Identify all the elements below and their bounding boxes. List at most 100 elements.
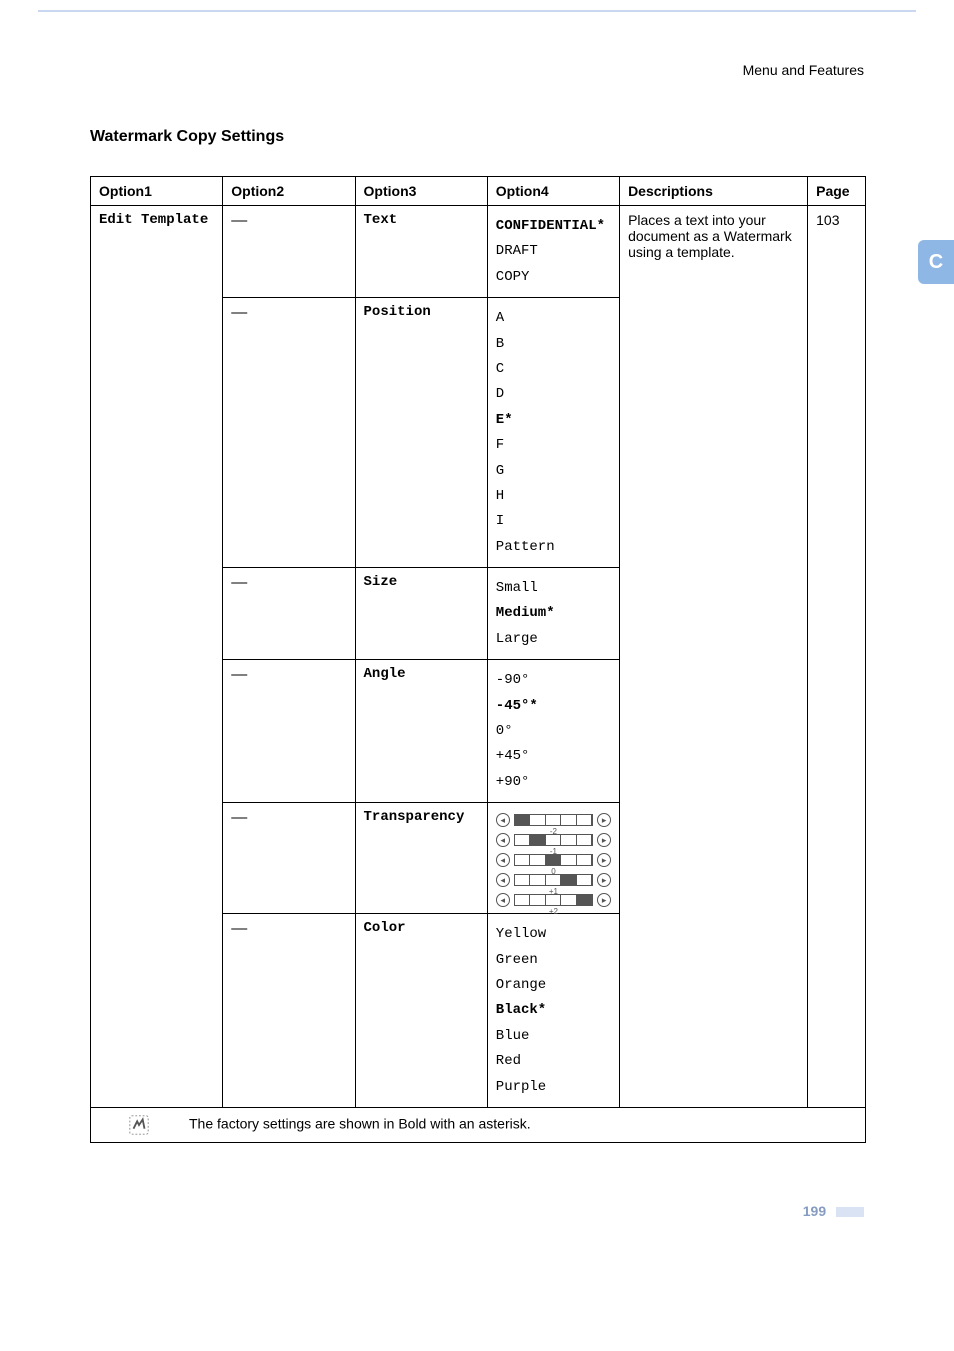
option4-cell: ◂-2▸◂-1▸◂0▸◂+1▸◂+2▸ bbox=[487, 803, 619, 914]
option4-value: 0° bbox=[496, 720, 611, 742]
option4-value: Pattern bbox=[496, 536, 611, 558]
bar-seg bbox=[577, 875, 592, 885]
option4-value: -45°* bbox=[496, 695, 611, 717]
bar-seg bbox=[546, 875, 561, 885]
option4-value: B bbox=[496, 333, 611, 355]
right-arrow-icon: ▸ bbox=[597, 813, 611, 827]
header-page: Page bbox=[808, 177, 866, 206]
transparency-bar: +1 bbox=[514, 874, 593, 886]
option4-value: E* bbox=[496, 409, 611, 431]
option3-cell: Position bbox=[355, 298, 487, 568]
option4-value: C bbox=[496, 358, 611, 380]
option2-cell: — bbox=[223, 803, 355, 914]
bar-seg bbox=[546, 815, 561, 825]
option4-value: Blue bbox=[496, 1025, 611, 1047]
bar-seg bbox=[577, 895, 592, 905]
bar-seg bbox=[530, 875, 545, 885]
transparency-level: ◂+1▸ bbox=[496, 873, 611, 887]
table-header-row: Option1 Option2 Option3 Option4 Descript… bbox=[91, 177, 866, 206]
dash-icon: — bbox=[231, 574, 247, 591]
option4-value: Green bbox=[496, 949, 611, 971]
right-arrow-icon: ▸ bbox=[597, 833, 611, 847]
option2-cell: — bbox=[223, 298, 355, 568]
left-arrow-icon: ◂ bbox=[496, 893, 510, 907]
transparency-bar: -1 bbox=[514, 834, 593, 846]
transparency-bar: +2 bbox=[514, 894, 593, 906]
bar-seg bbox=[515, 875, 530, 885]
bar-seg bbox=[561, 895, 576, 905]
transparency-bars: ◂-2▸◂-1▸◂0▸◂+1▸◂+2▸ bbox=[496, 809, 611, 907]
header-option4: Option4 bbox=[487, 177, 619, 206]
option2-cell: — bbox=[223, 206, 355, 298]
bar-seg bbox=[561, 875, 576, 885]
option4-value: Purple bbox=[496, 1076, 611, 1098]
page-number: 199 bbox=[803, 1203, 826, 1219]
option3-cell: Angle bbox=[355, 660, 487, 803]
transparency-level: ◂ -1 ▸ bbox=[496, 833, 611, 847]
settings-table: Option1 Option2 Option3 Option4 Descript… bbox=[90, 176, 866, 1143]
transparency-bar: -2 bbox=[514, 814, 593, 826]
option4-value: Small bbox=[496, 577, 611, 599]
option4-value: D bbox=[496, 383, 611, 405]
bar-seg bbox=[561, 835, 576, 845]
dash-icon: — bbox=[231, 666, 247, 683]
header-option3: Option3 bbox=[355, 177, 487, 206]
option3-cell: Size bbox=[355, 568, 487, 660]
left-arrow-icon: ◂ bbox=[496, 813, 510, 827]
footnote-row: The factory settings are shown in Bold w… bbox=[91, 1107, 866, 1142]
bar-seg bbox=[530, 835, 545, 845]
section-title: Watermark Copy Settings bbox=[90, 128, 954, 146]
option4-value: A bbox=[496, 307, 611, 329]
transparency-label: +2 bbox=[549, 907, 558, 916]
bar-seg bbox=[577, 855, 592, 865]
header-descriptions: Descriptions bbox=[620, 177, 808, 206]
dash-icon: — bbox=[231, 304, 247, 321]
top-rule bbox=[38, 10, 916, 12]
bar-seg bbox=[546, 895, 561, 905]
dash-icon: — bbox=[231, 212, 247, 229]
option4-value: DRAFT bbox=[496, 240, 611, 262]
option4-cell: SmallMedium*Large bbox=[487, 568, 619, 660]
option4-value: +90° bbox=[496, 771, 611, 793]
option4-value: F bbox=[496, 434, 611, 456]
dash-icon: — bbox=[231, 920, 247, 937]
transparency-level: ◂ -2 ▸ bbox=[496, 813, 611, 827]
option4-value: +45° bbox=[496, 745, 611, 767]
transparency-bar: 0 bbox=[514, 854, 593, 866]
transparency-level: ◂ +2 ▸ bbox=[496, 893, 611, 907]
option4-value: G bbox=[496, 460, 611, 482]
page-number-bar bbox=[836, 1207, 864, 1217]
option3-cell: Color bbox=[355, 914, 487, 1108]
bar-seg bbox=[515, 895, 530, 905]
option4-value: COPY bbox=[496, 266, 611, 288]
bar-seg bbox=[561, 855, 576, 865]
left-arrow-icon: ◂ bbox=[496, 833, 510, 847]
option4-cell: ABCD E* FGHI Pattern bbox=[487, 298, 619, 568]
option4-value: Yellow bbox=[496, 923, 611, 945]
option2-cell: — bbox=[223, 914, 355, 1108]
right-arrow-icon: ▸ bbox=[597, 873, 611, 887]
table-row: Edit Template—TextCONFIDENTIAL*DRAFTCOPY… bbox=[91, 206, 866, 298]
header-option1: Option1 bbox=[91, 177, 223, 206]
option4-cell: YellowGreenOrangeBlack*BlueRedPurple bbox=[487, 914, 619, 1108]
right-arrow-icon: ▸ bbox=[597, 853, 611, 867]
transparency-level: ◂0▸ bbox=[496, 853, 611, 867]
option4-value: I bbox=[496, 510, 611, 532]
page-ref-cell: 103 bbox=[808, 206, 866, 1108]
option4-value: Medium* bbox=[496, 602, 611, 624]
section-tab: C bbox=[918, 240, 954, 284]
option3-cell: Text bbox=[355, 206, 487, 298]
bar-seg bbox=[515, 835, 530, 845]
option4-value: H bbox=[496, 485, 611, 507]
bar-seg bbox=[561, 815, 576, 825]
bar-seg bbox=[546, 835, 561, 845]
bar-seg bbox=[515, 815, 530, 825]
note-icon bbox=[99, 1114, 189, 1136]
option4-value: Orange bbox=[496, 974, 611, 996]
right-arrow-icon: ▸ bbox=[597, 893, 611, 907]
dash-icon: — bbox=[231, 809, 247, 826]
option2-cell: — bbox=[223, 660, 355, 803]
page-number-area: 199 bbox=[0, 1203, 864, 1219]
option4-value: Black* bbox=[496, 999, 611, 1021]
bar-seg bbox=[530, 815, 545, 825]
